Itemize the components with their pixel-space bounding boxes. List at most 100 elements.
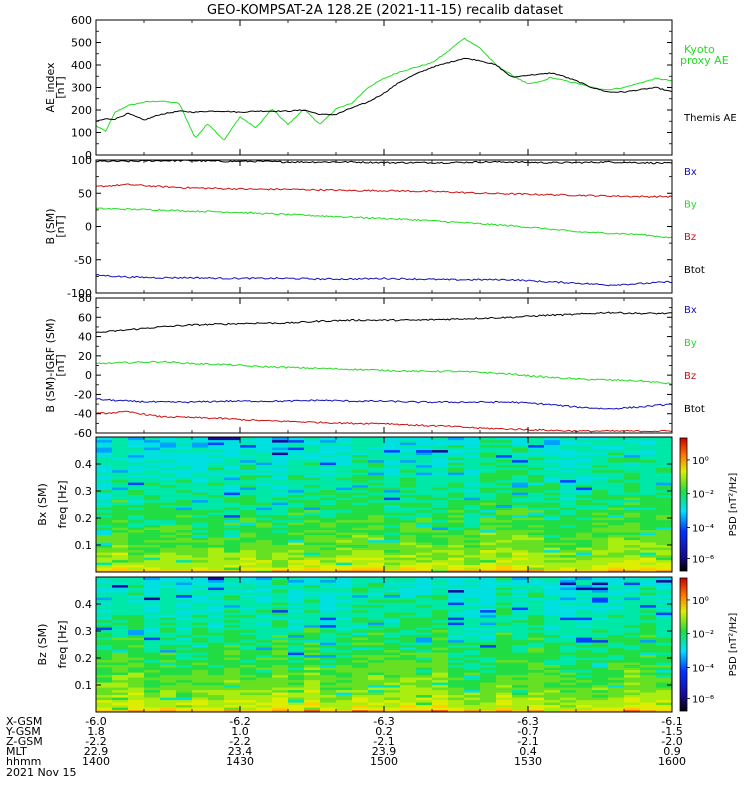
spectrogram-cell bbox=[352, 662, 369, 666]
spectrogram-cell bbox=[112, 494, 129, 498]
spectrogram-cell bbox=[352, 707, 369, 711]
spectrogram-cell bbox=[160, 677, 177, 681]
spectrogram-cell bbox=[400, 457, 417, 461]
spectrogram-cell bbox=[432, 529, 449, 533]
spectrogram-cell bbox=[240, 669, 257, 673]
spectrogram-cell bbox=[592, 587, 609, 591]
spectrogram-cell bbox=[416, 684, 433, 688]
spectrogram-cell bbox=[624, 549, 641, 553]
spectrogram-cell bbox=[144, 487, 161, 491]
spectrogram-cell bbox=[208, 514, 225, 518]
spectrogram-cell bbox=[400, 579, 417, 583]
spectrogram-cell bbox=[544, 587, 561, 591]
spectrogram-cell bbox=[96, 569, 113, 572]
spectrogram-cell bbox=[224, 624, 241, 628]
spectrogram-cell bbox=[208, 617, 225, 621]
spectrogram-cell bbox=[352, 697, 369, 701]
spectrogram-cell bbox=[496, 472, 513, 476]
spectrogram-cell bbox=[544, 642, 561, 646]
spectrogram-cell bbox=[304, 624, 321, 628]
spectrogram-cell bbox=[192, 704, 209, 708]
spectrogram-cell bbox=[288, 449, 305, 453]
spectrogram-cell bbox=[656, 522, 672, 526]
spectrogram-cell bbox=[176, 484, 193, 488]
spectrogram-cell bbox=[240, 484, 257, 488]
spectrogram-cell bbox=[656, 449, 672, 453]
spectrogram-cell bbox=[208, 699, 225, 703]
spectrogram-cell bbox=[528, 499, 545, 503]
spectrogram-cell bbox=[368, 569, 385, 572]
spectrogram-cell bbox=[640, 569, 657, 572]
spectrogram-cell bbox=[640, 609, 657, 613]
spectrogram-cell bbox=[624, 622, 641, 626]
spectrogram-cell bbox=[608, 542, 625, 546]
spectrogram-cell bbox=[656, 612, 672, 616]
spectrogram-cell bbox=[240, 584, 257, 588]
spectrogram-cell bbox=[176, 449, 193, 453]
spectrogram-cell bbox=[528, 599, 545, 603]
spectrogram-cell bbox=[624, 462, 641, 466]
spectrogram-cell bbox=[400, 514, 417, 518]
spectrogram-cell bbox=[368, 507, 385, 511]
spectrogram-cell bbox=[288, 469, 305, 473]
spectrogram-cell bbox=[160, 662, 177, 666]
spectrogram-cell bbox=[480, 454, 497, 458]
spectrogram-cell bbox=[352, 682, 369, 686]
spectrogram-cell bbox=[352, 704, 369, 708]
spectrogram-cell bbox=[448, 684, 465, 688]
spectrogram-cell bbox=[432, 484, 449, 488]
spectrogram-cell bbox=[192, 567, 209, 571]
spectrogram-cell bbox=[176, 452, 193, 456]
spectrogram-cell bbox=[400, 707, 417, 711]
spectrogram-cell bbox=[512, 537, 529, 541]
colorbar-tick-label: 10⁻² bbox=[692, 630, 714, 641]
spectrogram-cell bbox=[144, 647, 161, 651]
spectrogram-cell bbox=[560, 494, 577, 498]
spectrogram-cell bbox=[528, 684, 545, 688]
spectrogram-cell bbox=[272, 467, 289, 471]
spectrogram-cell bbox=[544, 692, 561, 696]
spectrogram-cell bbox=[240, 684, 257, 688]
spectrogram-cell bbox=[640, 649, 657, 653]
spectrogram-cell bbox=[208, 599, 225, 603]
spectrogram-cell bbox=[528, 697, 545, 701]
spectrogram-cell bbox=[320, 699, 337, 703]
spectrogram-cell bbox=[160, 699, 177, 703]
spectrogram-cell bbox=[448, 537, 465, 541]
spectrogram-cell bbox=[176, 437, 193, 441]
spectrogram-cell bbox=[592, 592, 609, 596]
spectrogram-cell bbox=[576, 554, 593, 558]
spectrogram-cell bbox=[224, 707, 241, 711]
spectrogram-cell bbox=[416, 624, 433, 628]
spectrogram-cell bbox=[400, 559, 417, 563]
spectrogram-cell bbox=[576, 497, 593, 501]
spectrogram-cell bbox=[464, 479, 481, 483]
spectrogram-cell bbox=[336, 557, 353, 561]
spectrogram-cell bbox=[368, 667, 385, 671]
spectrogram-cell bbox=[544, 687, 561, 691]
spectrogram-cell bbox=[112, 447, 129, 451]
spectrogram-cell bbox=[464, 654, 481, 658]
spectrogram-cell bbox=[560, 499, 577, 503]
spectrogram-cell bbox=[336, 562, 353, 566]
spectrogram-cell bbox=[208, 597, 225, 601]
series-line-by bbox=[96, 207, 672, 239]
spectrogram-cell bbox=[336, 492, 353, 496]
spectrogram-cell bbox=[176, 709, 193, 712]
spectrogram-cell bbox=[208, 634, 225, 638]
spectrogram-cell bbox=[128, 662, 145, 666]
spectrogram-cell bbox=[560, 617, 577, 621]
spectrogram-cell bbox=[512, 502, 529, 506]
x-axis-value: 1.0 bbox=[231, 725, 249, 738]
spectrogram-cell bbox=[96, 504, 113, 508]
y-tick-label: 0.2 bbox=[75, 512, 93, 525]
spectrogram-cell bbox=[384, 662, 401, 666]
spectrogram-cell bbox=[656, 682, 672, 686]
spectrogram-cell bbox=[432, 532, 449, 536]
spectrogram-cell bbox=[480, 507, 497, 511]
spectrogram-cell bbox=[208, 607, 225, 611]
spectrogram-cell bbox=[272, 479, 289, 483]
spectrogram-cell bbox=[560, 594, 577, 598]
spectrogram-cell bbox=[400, 644, 417, 648]
spectrogram-cell bbox=[416, 454, 433, 458]
